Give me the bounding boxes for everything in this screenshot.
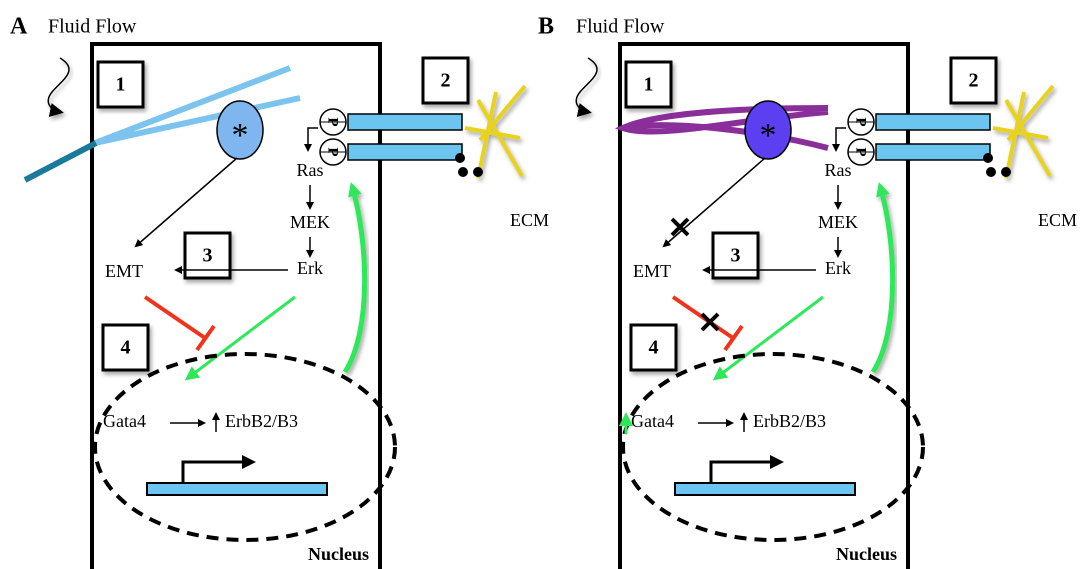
target-label: ErbB2/B3 — [753, 411, 826, 431]
ecm-particle — [983, 153, 993, 163]
box-label: 2 — [441, 70, 451, 92]
pathway-node: Erk — [297, 258, 323, 278]
flow-label: Fluid Flow — [48, 16, 137, 38]
emt-label: EMT — [633, 261, 671, 281]
panel: B Fluid Flow * 1 2 3 4 P P ECM Ras MEK Erk EMT Gata4 Er… — [538, 14, 1077, 569]
ecm-particle — [458, 167, 468, 177]
target-label: ErbB2/B3 — [225, 411, 298, 431]
receptor — [348, 114, 462, 130]
pathway-node: Ras — [825, 160, 852, 180]
box-label: 3 — [731, 245, 741, 267]
receptor — [876, 114, 990, 130]
panel-label: A — [10, 14, 28, 40]
pathway-node: MEK — [290, 212, 330, 232]
cilium-marker: * — [232, 117, 249, 154]
pathway-node: MEK — [818, 212, 858, 232]
box-label: 4 — [121, 337, 131, 359]
cilium-marker: * — [760, 117, 777, 154]
cilium — [623, 108, 828, 148]
flow-arrow — [576, 58, 597, 112]
phosphate-label: P — [325, 147, 341, 156]
ecm-fiber — [993, 86, 1053, 178]
signal-arrow — [836, 128, 846, 150]
box-label: 1 — [644, 74, 654, 96]
pathway-node: Erk — [825, 258, 851, 278]
box-label: 2 — [969, 70, 979, 92]
flow-label: Fluid Flow — [576, 16, 665, 38]
nucleus-label: Nucleus — [836, 544, 897, 564]
gata4-label: Gata4 — [103, 411, 146, 431]
ecm-particle — [473, 167, 483, 177]
emt-label: EMT — [105, 261, 143, 281]
pathway-node: Ras — [297, 160, 324, 180]
gata4-label: Gata4 — [631, 411, 674, 431]
signal-arrow — [308, 128, 318, 150]
feedback-arrow — [345, 186, 365, 372]
emt-inhibition — [145, 297, 214, 350]
gene — [675, 483, 855, 495]
ecm-label: ECM — [510, 210, 549, 230]
ecm-fiber — [465, 86, 525, 178]
nucleus-label: Nucleus — [308, 544, 369, 564]
gene — [147, 483, 327, 495]
receptor — [348, 144, 462, 160]
cilium-base — [25, 143, 96, 180]
flow-arrow — [48, 58, 69, 112]
ecm-particle — [986, 167, 996, 177]
promoter-arrow — [183, 462, 252, 483]
feedback-arrow — [873, 186, 893, 372]
phosphate-label: P — [853, 147, 869, 156]
promoter-arrow — [711, 462, 780, 483]
ecm-label: ECM — [1038, 210, 1077, 230]
panel: A Fluid Flow * 1 2 3 4 P P ECM Ras MEK Erk EMT Gata4 Er… — [10, 14, 549, 569]
phosphate-label: P — [853, 117, 869, 126]
block-mark — [702, 314, 718, 330]
box-label: 3 — [203, 245, 213, 267]
box-label: 1 — [116, 74, 126, 96]
figure: A Fluid Flow * 1 2 3 4 P P ECM Ras MEK Erk EMT Gata4 Er… — [0, 0, 1086, 569]
panel-label: B — [538, 14, 554, 40]
nucleus-envelope — [623, 354, 923, 540]
ecm-particle — [455, 153, 465, 163]
box-label: 4 — [649, 337, 659, 359]
ecm-particle — [1001, 167, 1011, 177]
phosphate-label: P — [325, 117, 341, 126]
receptor — [876, 144, 990, 160]
nucleus-envelope — [95, 354, 395, 540]
